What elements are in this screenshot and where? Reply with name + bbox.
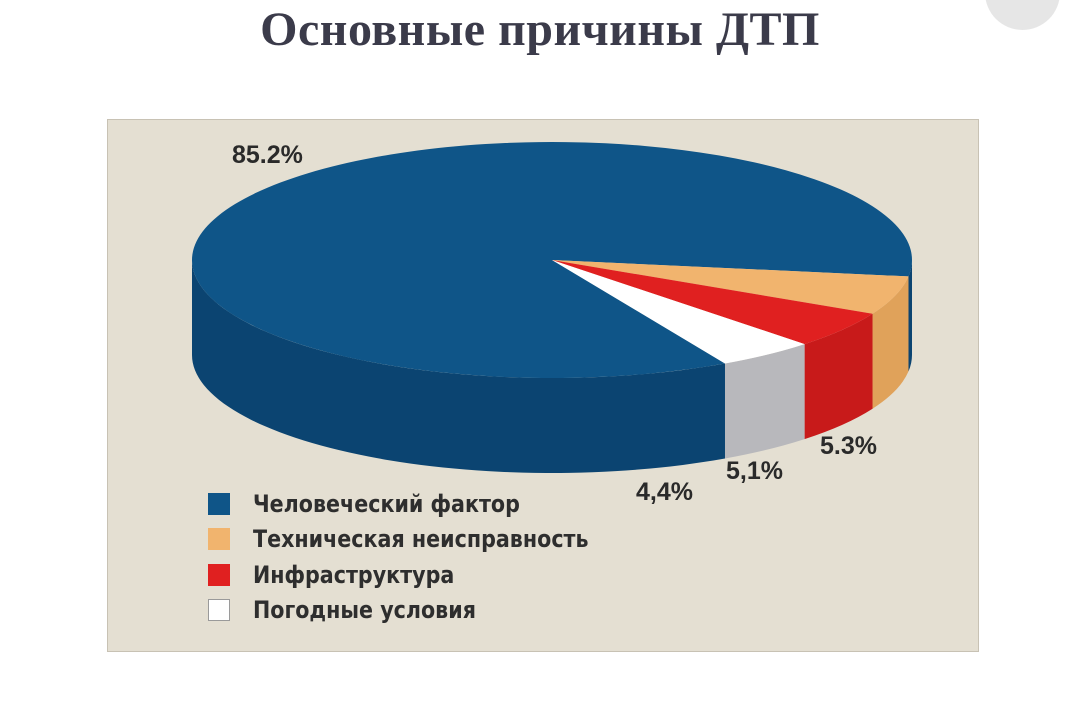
pie-side-infrastructure	[804, 313, 873, 440]
page-title: Основные причины ДТП	[260, 3, 820, 56]
legend-item-human: Человеческий фактор	[208, 486, 643, 522]
legend-label: Человеческий фактор	[253, 489, 520, 518]
legend-item-infrastructure: Инфраструктура	[208, 557, 643, 593]
legend-swatch	[208, 492, 230, 515]
legend-item-weather: Погодные условия	[208, 593, 643, 629]
pct-label-technical: 5.3%	[820, 432, 877, 460]
legend-item-technical: Техническая неисправность	[208, 522, 643, 558]
pie-slice-weather	[552, 260, 805, 364]
pie-slice-technical	[552, 260, 909, 314]
pct-label-weather: 4,4%	[636, 478, 693, 506]
legend-swatch	[208, 563, 230, 586]
pie-side-human	[908, 260, 912, 372]
legend-swatch	[208, 599, 230, 622]
pie-slice-infrastructure	[552, 260, 873, 345]
pie-side-weather	[724, 344, 805, 459]
pct-label-infrastructure: 5,1%	[726, 457, 783, 485]
legend: Человеческий фактор Техническая неисправ…	[208, 486, 643, 628]
pie-side-human	[192, 260, 725, 473]
legend-label: Техническая неисправность	[253, 525, 589, 554]
pie-side-technical	[872, 276, 909, 409]
pct-label-human: 85.2%	[232, 141, 303, 169]
legend-label: Погодные условия	[253, 596, 476, 625]
legend-swatch	[208, 528, 230, 551]
legend-label: Инфраструктура	[253, 560, 455, 589]
pie-slice-human	[192, 141, 913, 378]
